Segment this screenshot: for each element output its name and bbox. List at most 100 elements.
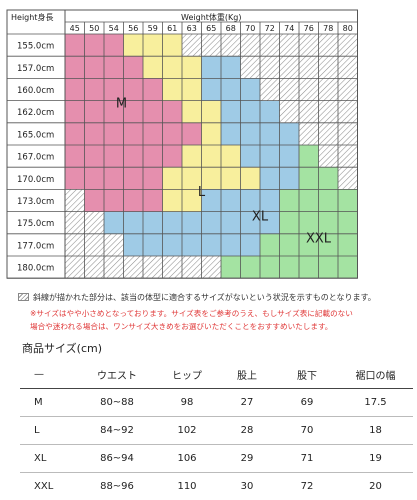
hatched-cell xyxy=(338,34,358,57)
hatched-cell xyxy=(318,100,338,123)
height-row-cell xyxy=(7,167,65,190)
hatched-cell xyxy=(299,78,319,101)
table-cell: 88~96 xyxy=(100,481,134,492)
size-cell-xxl xyxy=(240,256,260,279)
size-cell-m xyxy=(104,189,124,212)
hatched-cell xyxy=(84,256,104,279)
height-label: 157.0cm xyxy=(17,64,54,74)
size-cell-xxl xyxy=(318,233,338,256)
hatched-cell xyxy=(338,145,358,168)
size-cell-m xyxy=(84,78,104,101)
size-cell-xl xyxy=(221,189,241,212)
size-cell-l xyxy=(162,167,182,190)
size-cell-xl xyxy=(240,211,260,234)
weight-label: 45 xyxy=(70,24,80,33)
size-cell-xl xyxy=(221,211,241,234)
size-cell-xxl xyxy=(299,189,319,212)
table-cell: 17.5 xyxy=(338,388,413,417)
table-row: XL 86~94 106 29 71 19 xyxy=(20,444,413,473)
hatched-cell xyxy=(338,78,358,101)
size-cell-xl xyxy=(221,233,241,256)
table-cell: 86~94 xyxy=(78,444,156,473)
size-cell-xl xyxy=(260,145,280,168)
hatched-cell xyxy=(260,34,280,57)
hatched-cell xyxy=(143,256,163,279)
column-header: — xyxy=(20,360,78,389)
size-cell-m xyxy=(65,56,85,79)
hatch-swatch-icon xyxy=(18,293,29,301)
size-cell-m xyxy=(84,34,104,57)
size-cell-l xyxy=(201,100,221,123)
hatched-cell xyxy=(240,34,260,57)
size-cell-m xyxy=(104,34,124,57)
weight-label: 72 xyxy=(265,24,275,33)
size-cell-m xyxy=(84,56,104,79)
size-cell-xl xyxy=(279,145,299,168)
size-cell-xxl xyxy=(260,256,280,279)
size-cell-m xyxy=(123,122,143,145)
hatched-cell xyxy=(65,256,85,279)
size-cell-m xyxy=(123,145,143,168)
hatched-cell xyxy=(279,78,299,101)
weight-label: 74 xyxy=(284,24,294,33)
size-cell-xl xyxy=(201,233,221,256)
grid-border xyxy=(6,9,358,279)
table-row: M 80~88 98 27 69 17.5 xyxy=(20,388,413,417)
weight-label: 50 xyxy=(89,24,99,33)
hatched-cell xyxy=(299,34,319,57)
size-cell-m xyxy=(65,100,85,123)
size-cell-xxl xyxy=(318,167,338,190)
table-title: 商品サイズ(cm) xyxy=(22,342,103,355)
size-cell-m xyxy=(104,167,124,190)
table-cell: M xyxy=(20,388,78,417)
size-cell-l xyxy=(162,34,182,57)
size-cell-xxl xyxy=(221,256,241,279)
hatched-cell xyxy=(65,211,85,234)
hatched-cell xyxy=(104,256,124,279)
size-cell-xl xyxy=(162,211,182,234)
size-cell-xxl xyxy=(260,233,280,256)
height-label: 173.0cm xyxy=(17,197,54,207)
size-cell-m xyxy=(104,78,124,101)
column-header: ヒップ xyxy=(156,360,218,389)
hatched-cell xyxy=(84,233,104,256)
table-cell: 28 xyxy=(218,416,276,445)
size-cell-xl xyxy=(104,211,124,234)
hatched-cell xyxy=(104,233,124,256)
height-row-cell xyxy=(7,56,65,79)
weight-label: 65 xyxy=(206,24,216,33)
size-cell-m xyxy=(65,122,85,145)
size-region-label: XL xyxy=(252,209,269,224)
hatched-cell xyxy=(260,78,280,101)
note-line: 場合や迷われる場合は、ワンサイズ大きめをお選びいただくことをおすすめいたします。 xyxy=(30,322,333,331)
column-header: 股下 xyxy=(276,360,338,389)
height-row-cell xyxy=(7,256,65,279)
size-cell-l xyxy=(182,56,202,79)
size-cell-l xyxy=(162,56,182,79)
size-cell-xl xyxy=(240,78,260,101)
size-cell-xxl xyxy=(338,211,358,234)
size-region-label: M xyxy=(116,96,127,111)
size-region-label: L xyxy=(198,185,206,200)
hatched-cell xyxy=(162,256,182,279)
size-cell-m xyxy=(65,145,85,168)
size-cell-m xyxy=(182,122,202,145)
size-cell-xxl xyxy=(279,211,299,234)
size-cell-m xyxy=(65,167,85,190)
weight-label: 63 xyxy=(187,24,197,33)
table-cell: 98 xyxy=(156,388,218,417)
height-label: 167.0cm xyxy=(17,153,54,163)
hatched-cell xyxy=(318,56,338,79)
table-cell: 18 xyxy=(338,416,413,445)
size-cell-xl xyxy=(123,211,143,234)
size-cell-xxl xyxy=(279,189,299,212)
height-row-cell xyxy=(7,145,65,168)
hatch-legend: 斜線が描かれた部分は、該当の体型に適合するサイズがないという状況を示すものとなり… xyxy=(18,292,376,303)
size-cell-m xyxy=(123,189,143,212)
weight-label: 56 xyxy=(128,24,138,33)
weight-label: 78 xyxy=(323,24,333,33)
hatched-cell xyxy=(221,34,241,57)
size-cell-m xyxy=(123,167,143,190)
size-cell-m xyxy=(123,56,143,79)
hatched-cell xyxy=(65,189,85,212)
